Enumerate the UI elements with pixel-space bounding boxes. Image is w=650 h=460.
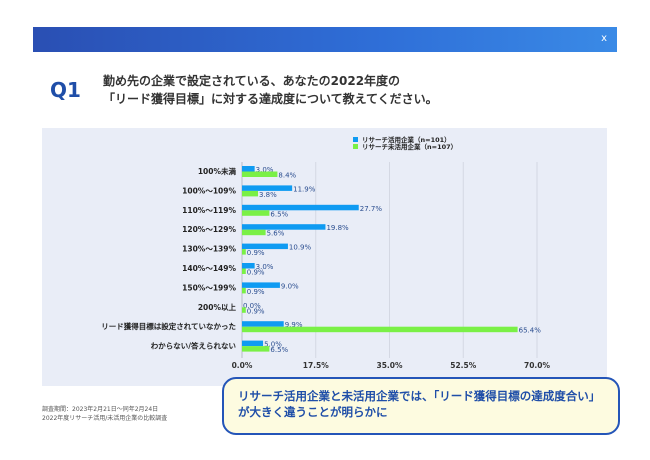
x-tick-label: 52.5% xyxy=(450,361,477,370)
data-label: 8.4% xyxy=(278,172,296,180)
category-label: リード獲得目標は設定されていなかった xyxy=(101,321,236,331)
bar-research xyxy=(242,166,255,172)
category-label: 150%〜199% xyxy=(182,283,236,292)
bar-non-research xyxy=(242,249,246,255)
bar-research xyxy=(242,321,284,327)
bar-non-research xyxy=(242,171,278,177)
question-title: 勤め先の企業で設定されている、あなたの2022年度の「リード獲得目標」に対する達… xyxy=(103,72,438,108)
title-line-2: 「リード獲得目標」に対する達成度について教えてください。 xyxy=(103,92,438,106)
data-label: 65.4% xyxy=(519,327,542,335)
data-label: 5.0% xyxy=(264,341,282,349)
category-label: 120%〜129% xyxy=(182,225,236,234)
bar-research xyxy=(242,204,359,211)
bar-non-research xyxy=(242,210,270,216)
x-tick-label: 70.0% xyxy=(524,361,551,370)
callout-line-2: が大きく違うことが明らかに xyxy=(238,405,388,419)
category-label: 200%以上 xyxy=(198,302,237,312)
data-label: 0.0% xyxy=(243,302,261,310)
category-label: 130%〜139% xyxy=(182,245,236,254)
legend-label: リサーチ未活用企業（n=107） xyxy=(362,142,457,151)
bar-research xyxy=(242,282,280,288)
data-label: 11.9% xyxy=(293,185,316,193)
callout-line-1: リサーチ活用企業と未活用企業では、「リード獲得目標の達成度合い」 xyxy=(238,389,601,403)
data-label: 10.9% xyxy=(289,244,312,252)
footnote: 調査期間：2023年2月21日〜同年2月24日 2022年度リサーチ活用/未活用企… xyxy=(42,405,167,423)
data-label: 6.5% xyxy=(270,210,288,218)
bar-non-research xyxy=(242,346,270,352)
bar-non-research xyxy=(242,190,259,197)
x-tick-label: 35.0% xyxy=(376,361,403,370)
category-label: 140%〜149% xyxy=(182,264,236,273)
category-label: 110%〜119% xyxy=(182,206,236,215)
data-label: 0.9% xyxy=(247,249,265,257)
data-label: 9.9% xyxy=(285,321,303,329)
bar-non-research xyxy=(242,307,246,313)
category-label: 100%未満 xyxy=(198,166,237,176)
bar-research xyxy=(242,263,255,269)
data-label: 3.8% xyxy=(259,191,277,199)
footnote-survey: 2022年度リサーチ活用/未活用企業の比較調査 xyxy=(42,415,168,422)
category-label: わからない/答えられない xyxy=(151,341,237,351)
bar-non-research xyxy=(242,326,518,333)
bar-research xyxy=(242,224,326,230)
data-label: 6.5% xyxy=(270,346,288,354)
bar-non-research xyxy=(242,268,246,274)
data-label: 19.8% xyxy=(326,224,349,232)
question-number: Q1 xyxy=(50,78,81,102)
data-label: 0.9% xyxy=(247,269,265,277)
bar-non-research xyxy=(242,287,246,294)
data-label: 0.9% xyxy=(247,307,265,315)
legend-swatch xyxy=(353,137,358,142)
bar-non-research xyxy=(242,229,266,236)
data-label: 9.0% xyxy=(281,282,299,290)
data-label: 0.9% xyxy=(247,288,265,296)
legend-swatch xyxy=(353,144,358,149)
bar-research xyxy=(242,185,293,191)
data-label: 3.0% xyxy=(256,263,274,271)
data-label: 27.7% xyxy=(360,205,383,213)
callout-box: リサーチ活用企業と未活用企業では、「リード獲得目標の達成度合い」 が大きく違うこと… xyxy=(222,377,620,435)
x-tick-label: 0.0% xyxy=(232,361,253,370)
header-bar: x xyxy=(33,27,617,52)
footnote-period: 調査期間：2023年2月21日〜同年2月24日 xyxy=(42,406,159,413)
title-line-1: 勤め先の企業で設定されている、あなたの2022年度の xyxy=(103,74,401,88)
data-label: 3.0% xyxy=(256,166,274,174)
legend-label: リサーチ活用企業（n=101） xyxy=(362,135,451,144)
x-tick-label: 17.5% xyxy=(303,361,330,370)
data-label: 5.6% xyxy=(267,230,285,238)
bar-research xyxy=(242,340,264,347)
category-label: 100%〜109% xyxy=(182,186,236,195)
chart-panel xyxy=(42,128,607,386)
bar-research xyxy=(242,243,288,250)
close-button[interactable]: x xyxy=(601,33,607,44)
